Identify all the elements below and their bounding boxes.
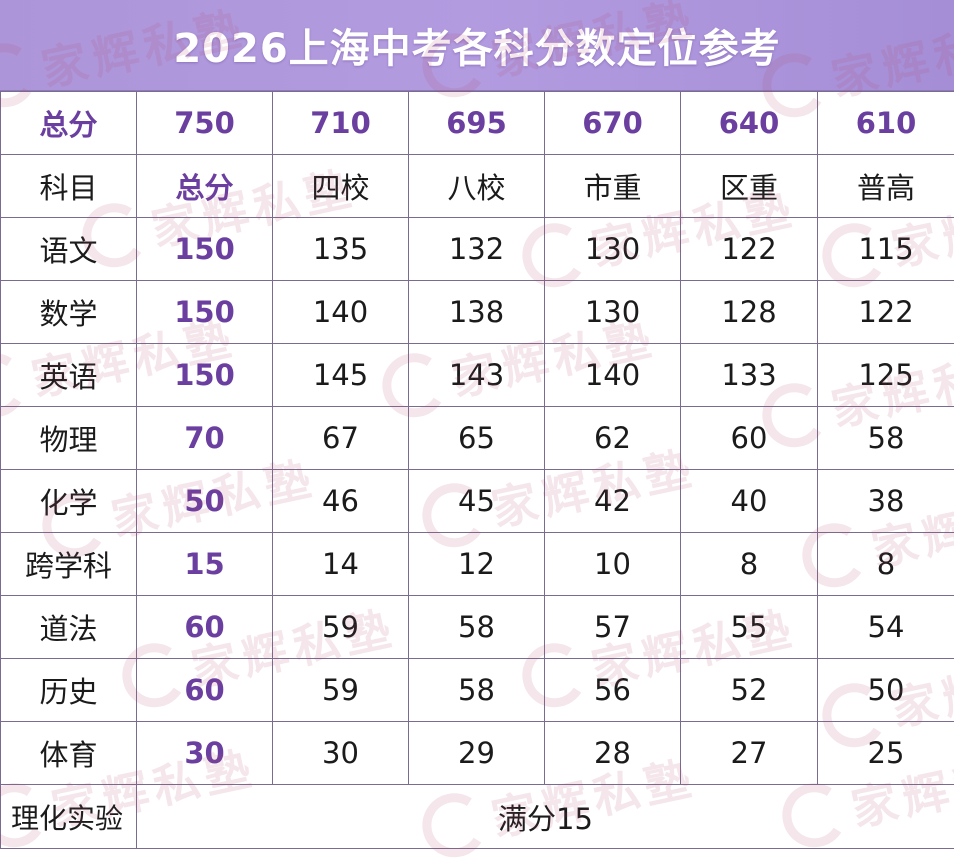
lab-label: 理化实验 [0,784,137,849]
level-score-cell: 45 [408,469,545,533]
level-score-cell: 40 [680,469,818,533]
subject-name: 道法 [0,595,137,659]
total-score-cell: 710 [272,91,409,155]
full-score-cell: 30 [136,721,273,785]
level-score-cell: 62 [544,406,681,470]
score-table: 总分 750 710 695 670 640 610 科目 总分 四校 八校 市… [0,91,954,849]
full-score-cell: 150 [136,280,273,344]
level-score-cell: 25 [817,721,954,785]
level-score-cell: 143 [408,343,545,407]
total-score-cell: 695 [408,91,545,155]
lab-value: 满分15 [136,784,954,849]
level-score-cell: 38 [817,469,954,533]
level-score-cell: 27 [680,721,818,785]
subject-row: 道法 60 59 58 57 55 54 [0,595,954,659]
full-score-cell: 150 [136,217,273,281]
total-score-row: 总分 750 710 695 670 640 610 [0,91,954,155]
level-score-cell: 125 [817,343,954,407]
level-score-cell: 145 [272,343,409,407]
level-column-header: 四校 [272,154,409,218]
level-score-cell: 8 [817,532,954,596]
level-score-cell: 54 [817,595,954,659]
total-score-label: 总分 [0,91,137,155]
full-score-cell: 150 [136,343,273,407]
level-score-cell: 65 [408,406,545,470]
subject-row: 体育 30 30 29 28 27 25 [0,721,954,785]
level-score-cell: 42 [544,469,681,533]
level-score-cell: 132 [408,217,545,281]
level-score-cell: 55 [680,595,818,659]
level-column-header: 市重 [544,154,681,218]
subject-name: 跨学科 [0,532,137,596]
level-column-header: 普高 [817,154,954,218]
level-score-cell: 115 [817,217,954,281]
level-score-cell: 30 [272,721,409,785]
total-score-cell: 640 [680,91,818,155]
subject-row: 数学 150 140 138 130 128 122 [0,280,954,344]
subject-row: 物理 70 67 65 62 60 58 [0,406,954,470]
level-score-cell: 130 [544,280,681,344]
subject-row: 跨学科 15 14 12 10 8 8 [0,532,954,596]
subject-row: 历史 60 59 58 56 52 50 [0,658,954,722]
level-score-cell: 138 [408,280,545,344]
level-score-cell: 58 [817,406,954,470]
total-score-cell: 750 [136,91,273,155]
subject-column-header: 科目 [0,154,137,218]
subject-name: 英语 [0,343,137,407]
level-score-cell: 122 [680,217,818,281]
level-score-cell: 28 [544,721,681,785]
level-score-cell: 60 [680,406,818,470]
full-score-cell: 70 [136,406,273,470]
level-score-cell: 56 [544,658,681,722]
level-column-header: 区重 [680,154,818,218]
level-score-cell: 140 [272,280,409,344]
level-score-cell: 130 [544,217,681,281]
subject-name: 体育 [0,721,137,785]
subject-name: 语文 [0,217,137,281]
level-score-cell: 135 [272,217,409,281]
level-score-cell: 140 [544,343,681,407]
level-score-cell: 46 [272,469,409,533]
subject-row: 英语 150 145 143 140 133 125 [0,343,954,407]
subject-row: 语文 150 135 132 130 122 115 [0,217,954,281]
full-score-cell: 60 [136,658,273,722]
level-score-cell: 58 [408,595,545,659]
level-score-cell: 128 [680,280,818,344]
title-bar: 2026上海中考各科分数定位参考 [0,0,954,91]
level-score-cell: 52 [680,658,818,722]
level-score-cell: 57 [544,595,681,659]
level-score-cell: 133 [680,343,818,407]
full-score-cell: 50 [136,469,273,533]
level-score-cell: 8 [680,532,818,596]
subject-row: 化学 50 46 45 42 40 38 [0,469,954,533]
column-header-row: 科目 总分 四校 八校 市重 区重 普高 [0,154,954,218]
page-title: 2026上海中考各科分数定位参考 [173,26,781,72]
level-score-cell: 59 [272,658,409,722]
level-score-cell: 10 [544,532,681,596]
level-score-cell: 12 [408,532,545,596]
lab-row: 理化实验 满分15 [0,784,954,849]
level-score-cell: 14 [272,532,409,596]
level-score-cell: 29 [408,721,545,785]
level-score-cell: 122 [817,280,954,344]
total-score-cell: 610 [817,91,954,155]
level-score-cell: 50 [817,658,954,722]
subject-name: 历史 [0,658,137,722]
level-score-cell: 67 [272,406,409,470]
level-column-header: 八校 [408,154,545,218]
score-table-body: 总分 750 710 695 670 640 610 科目 总分 四校 八校 市… [0,91,954,849]
level-score-cell: 59 [272,595,409,659]
total-score-cell: 670 [544,91,681,155]
full-score-cell: 15 [136,532,273,596]
subject-name: 物理 [0,406,137,470]
subject-name: 数学 [0,280,137,344]
subject-name: 化学 [0,469,137,533]
full-score-cell: 60 [136,595,273,659]
full-score-column-header: 总分 [136,154,273,218]
level-score-cell: 58 [408,658,545,722]
